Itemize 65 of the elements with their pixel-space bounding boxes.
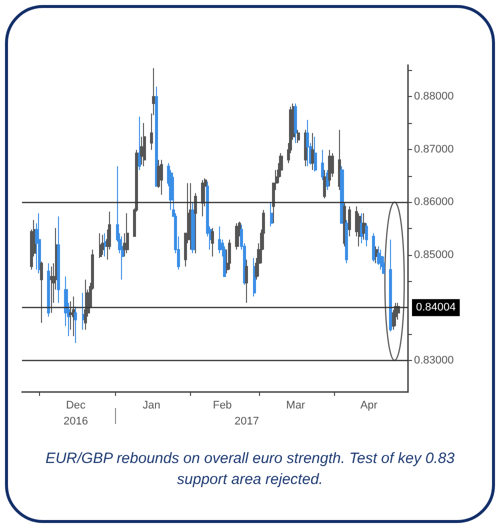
candlestick <box>270 202 273 227</box>
candlestick <box>72 296 75 337</box>
candlestick <box>394 302 397 327</box>
x-tick-label: Jan <box>142 400 160 412</box>
text: EUR/GBP rebounds on overall euro strength. Test of key 0.83 support area rejected. <box>44 449 456 490</box>
x2-tick-label: 2017 <box>234 416 259 428</box>
candlestick <box>99 232 102 259</box>
x-tick-label: Mar <box>286 400 306 412</box>
x-tick-label: Feb <box>212 400 232 412</box>
candlestick <box>84 279 87 330</box>
ref-line-label: 0.84004 <box>416 302 456 314</box>
candlestick <box>211 227 214 257</box>
candlestick <box>121 236 124 280</box>
candlestick <box>191 202 195 254</box>
x-tick-label: Apr <box>360 400 378 412</box>
candlestick <box>126 212 129 254</box>
candlestick <box>218 226 221 254</box>
candlestick <box>311 132 314 170</box>
y-tick-label: 0.87000 <box>414 143 454 156</box>
candlestick <box>101 234 104 256</box>
x-tick-label: Dec <box>66 400 86 412</box>
candlestick <box>143 122 146 167</box>
candlestick <box>194 192 197 254</box>
candlestick <box>348 206 351 237</box>
candlestick <box>372 232 375 262</box>
candlestick <box>155 86 158 187</box>
candlestick <box>323 169 326 199</box>
candlestick <box>338 129 341 190</box>
candlestick <box>74 306 77 344</box>
candlestick <box>321 149 324 180</box>
candlestick <box>82 292 85 330</box>
candlestick <box>47 262 50 318</box>
candlestick <box>50 266 53 314</box>
candlestick <box>340 166 344 224</box>
x2-tick-label: 2016 <box>64 416 88 428</box>
candlestick <box>380 249 383 270</box>
y-tick-label: 0.85000 <box>414 248 454 261</box>
candlestick <box>253 258 256 298</box>
candlestick <box>362 212 366 240</box>
candlestick <box>201 179 204 217</box>
candlestick <box>389 239 392 332</box>
candlestick <box>235 222 239 250</box>
candlestick <box>57 216 60 304</box>
candlestick <box>138 116 141 170</box>
y-tick-label: 0.86000 <box>414 196 454 208</box>
candlestick <box>365 222 368 247</box>
candlestick <box>160 159 163 196</box>
candlestick <box>328 149 331 187</box>
candlestick <box>306 119 309 167</box>
candlestick <box>245 259 248 304</box>
candlestick <box>40 261 43 324</box>
candlestick <box>189 182 192 250</box>
candlestick <box>314 136 317 172</box>
y-tick-label: 0.83000 <box>414 354 454 366</box>
candlestick <box>360 212 363 244</box>
candlestick <box>38 212 41 274</box>
candlestick <box>345 220 348 264</box>
candlestick <box>377 246 380 266</box>
candlestick <box>104 232 107 257</box>
candlestick <box>228 239 231 270</box>
candlestick <box>326 169 329 190</box>
candlestick <box>297 129 300 144</box>
y-tick-label: 0.88000 <box>414 90 454 103</box>
candlestick <box>375 246 378 264</box>
candlestick <box>294 103 297 144</box>
